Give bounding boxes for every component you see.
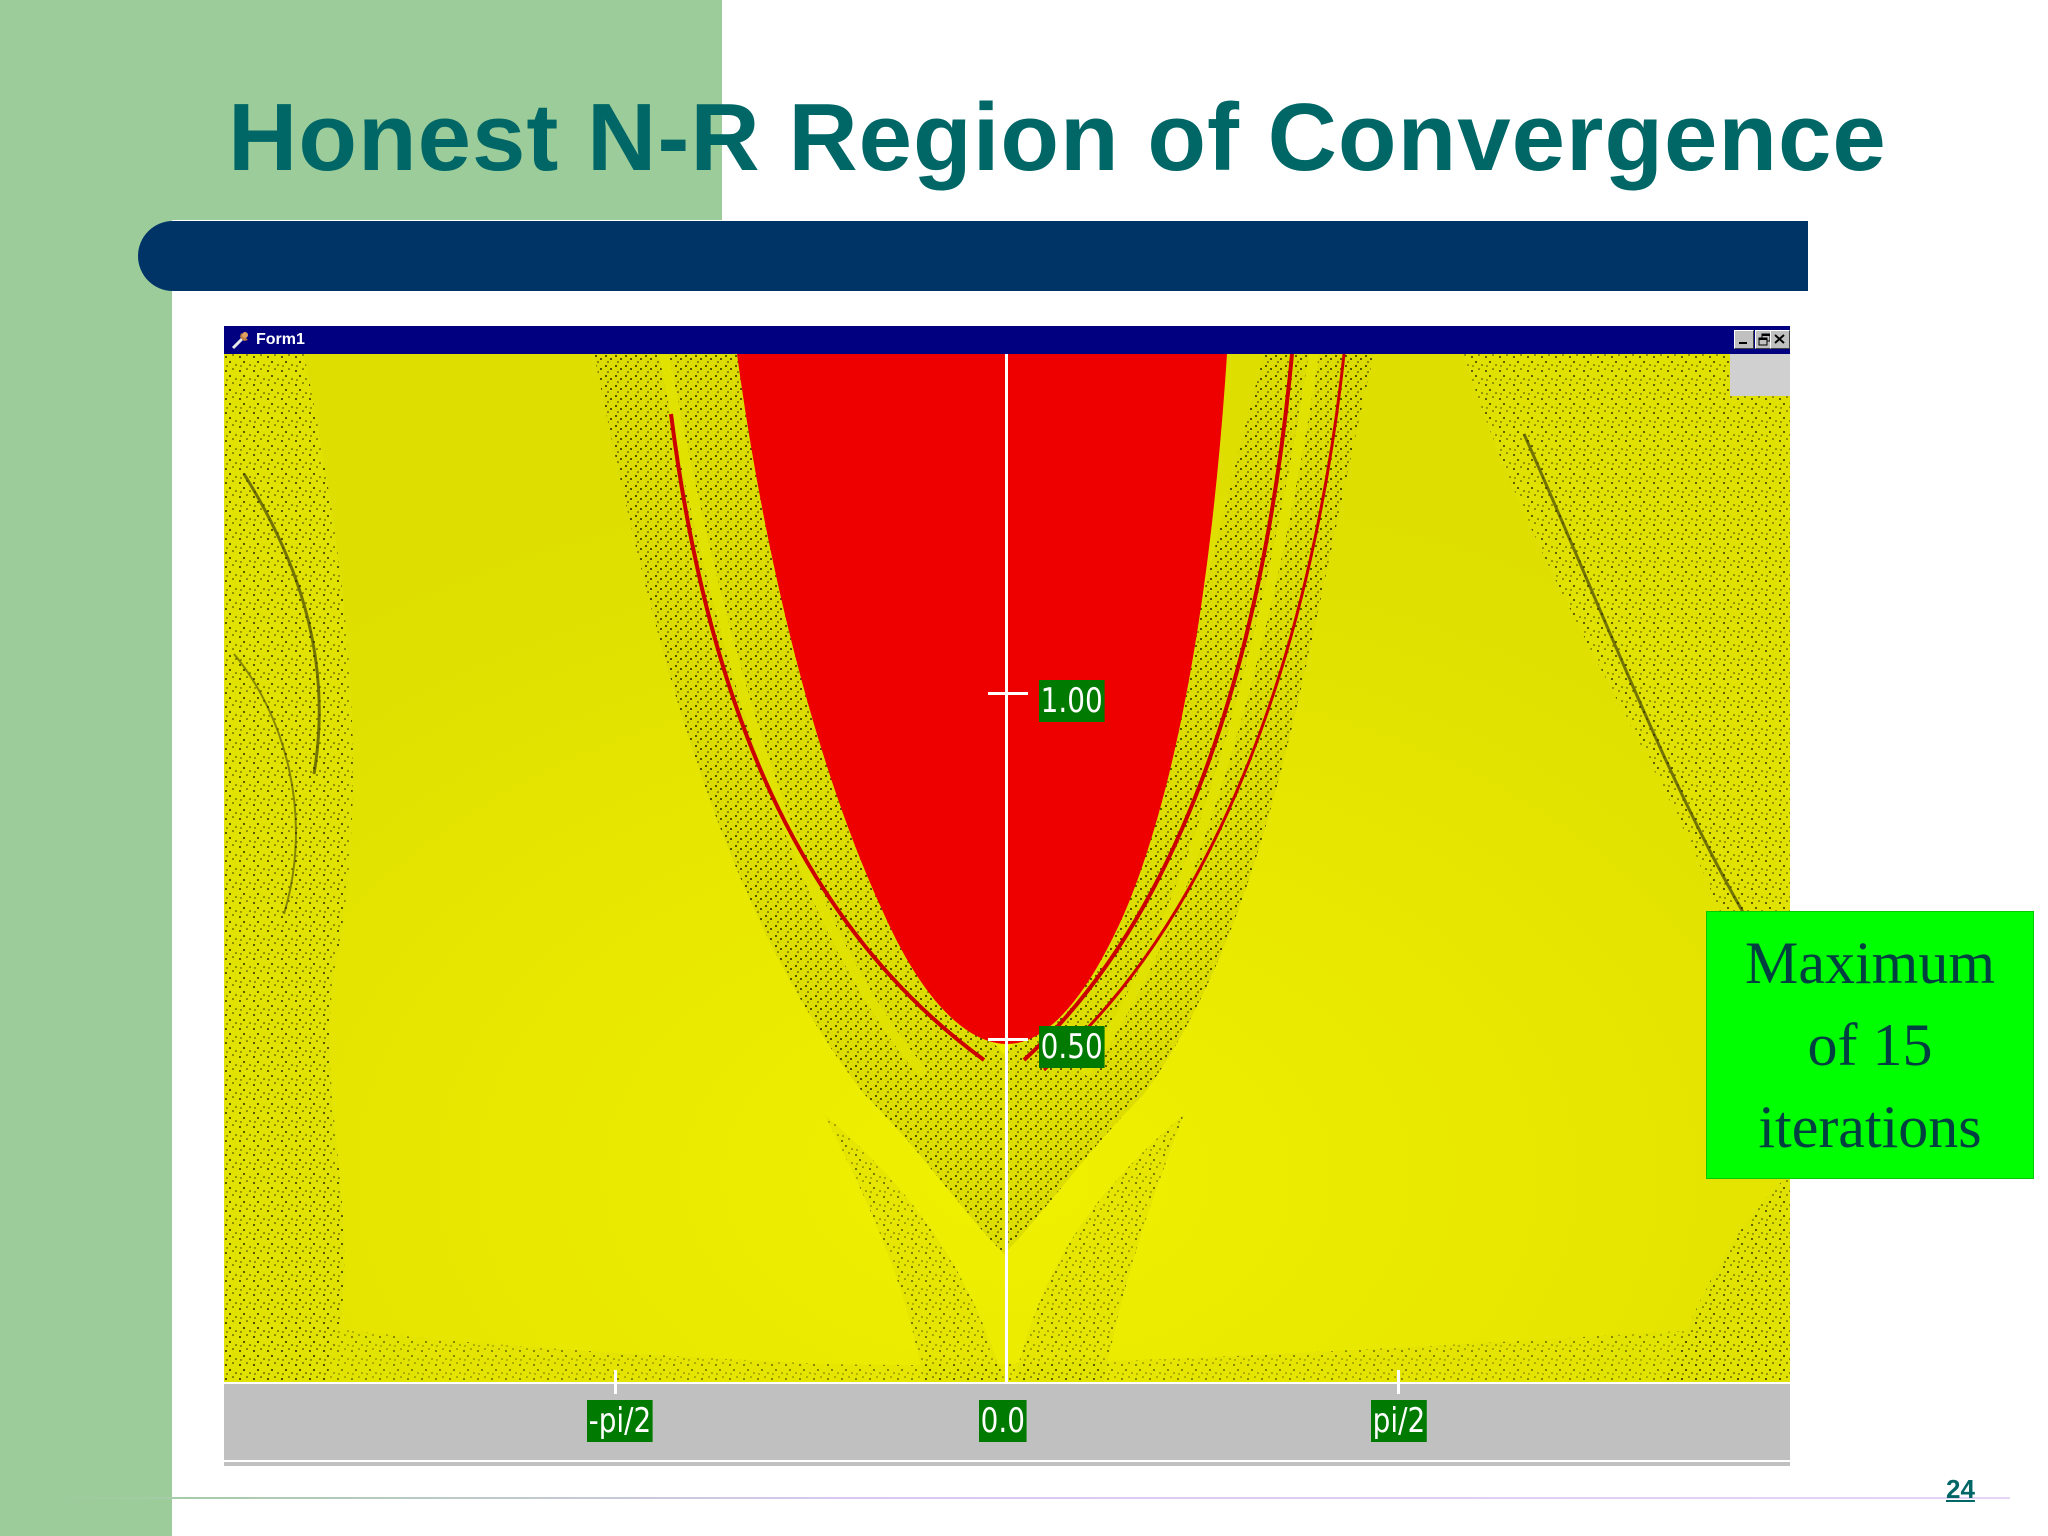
page-number: 24 bbox=[1946, 1474, 1975, 1504]
y-tick-half bbox=[988, 1038, 1028, 1041]
iterations-annotation: Maximum of 15 iterations bbox=[1706, 911, 2034, 1179]
footer-divider bbox=[50, 1497, 2010, 1499]
y-label-one: 1.00 bbox=[1039, 680, 1105, 722]
y-label-half: 0.50 bbox=[1039, 1026, 1105, 1068]
x-tick-pi-half bbox=[1397, 1370, 1400, 1394]
top-green-band bbox=[0, 0, 722, 220]
close-button[interactable] bbox=[1770, 330, 1790, 349]
title-underline-bar bbox=[138, 221, 1808, 291]
window-titlebar[interactable]: Form1 bbox=[224, 326, 1790, 354]
slide-title: Honest N-R Region of Convergence bbox=[228, 84, 1887, 191]
y-axis-line bbox=[1005, 354, 1008, 1384]
close-icon bbox=[1774, 334, 1785, 344]
x-label-neg-pi-half: -pi/2 bbox=[587, 1400, 653, 1442]
x-tick-neg-pi-half bbox=[614, 1370, 617, 1394]
x-label-pi-half: pi/2 bbox=[1371, 1400, 1427, 1442]
annotation-text: Maximum of 15 iterations bbox=[1745, 930, 1995, 1160]
minimize-button[interactable] bbox=[1734, 330, 1754, 349]
corner-patch bbox=[1730, 354, 1790, 396]
y-tick-one bbox=[988, 692, 1028, 695]
minimize-icon bbox=[1739, 342, 1747, 344]
app-icon bbox=[230, 329, 252, 351]
side-green-band bbox=[0, 0, 172, 1536]
x-axis-bottom-border bbox=[224, 1460, 1790, 1462]
window-title: Form1 bbox=[256, 331, 305, 348]
x-label-zero: 0.0 bbox=[979, 1400, 1027, 1442]
form1-window: Form1 bbox=[224, 326, 1790, 1466]
